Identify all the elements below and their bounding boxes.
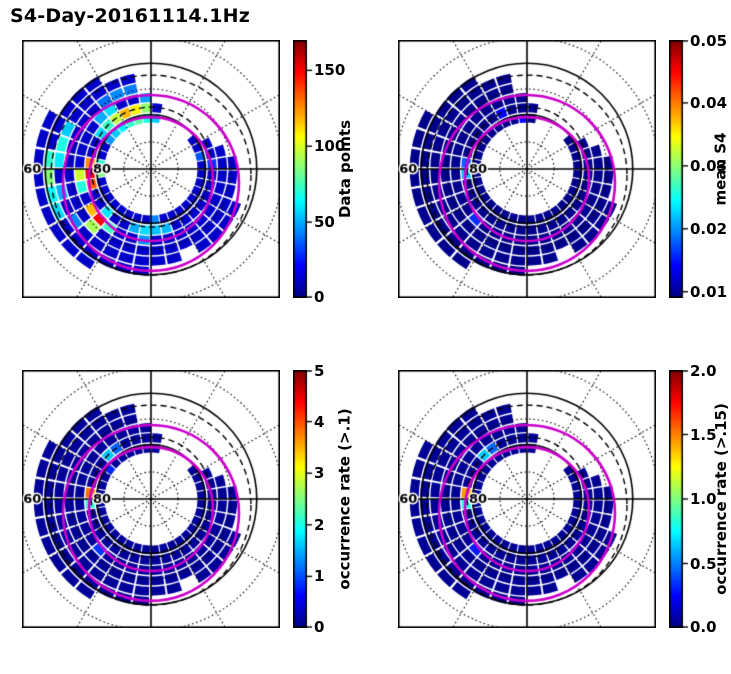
colorbar-tick-label: 1.5 (690, 425, 717, 444)
polar-plot-data-points (22, 40, 280, 298)
colorbar-tick-label: 0.5 (690, 554, 717, 573)
colorbar-tick-label: 0.02 (690, 219, 728, 238)
polar-plot-occurrence-rate-gt-0.1 (22, 370, 280, 628)
colorbar-label-text: occurrence rate (>.1) (336, 408, 355, 590)
colorbar-tick-label: 2.0 (690, 362, 717, 380)
colorbar-tick-label: 3 (314, 464, 325, 483)
polar-plot-occurrence-rate-gt-0.15 (398, 370, 656, 628)
colorbar-tick-label: 1 (314, 567, 325, 586)
colorbar-tick-label: 50 (314, 213, 335, 232)
colorbar-occurrence-rate-gt-0.15 (669, 370, 691, 628)
colorbar-tick-label: 0.03 (690, 156, 728, 175)
colorbar-tick-label: 0.01 (690, 282, 728, 301)
colorbar-label-text: Data points (336, 119, 354, 219)
colorbar-tick-label: 100 (314, 137, 346, 156)
colorbar-tick-label: 2 (314, 515, 325, 534)
colorbar-tick-label: 0 (314, 618, 325, 636)
colorbar-tick-label: 0.04 (690, 93, 728, 112)
colorbar-tick-label: 150 (314, 61, 346, 80)
colorbar-tick-label: 4 (314, 412, 325, 431)
colorbar-tick-label: 0.0 (690, 618, 717, 636)
colorbar-data-points (293, 40, 315, 298)
colorbar-label-occurrence-rate-gt-0.1: occurrence rate (>.1) (333, 370, 357, 628)
polar-plot-mean-s4 (398, 40, 656, 298)
figure-title: S4-Day-20161114.1Hz (10, 5, 251, 27)
colorbar-mean-s4 (669, 40, 691, 298)
colorbar-tick-label: 1.0 (690, 490, 717, 508)
colorbar-tick-label: 0.05 (690, 32, 728, 50)
colorbar-tick-label: 0 (314, 288, 325, 306)
colorbar-tick-label: 5 (314, 362, 325, 380)
colorbar-occurrence-rate-gt-0.1 (293, 370, 315, 628)
